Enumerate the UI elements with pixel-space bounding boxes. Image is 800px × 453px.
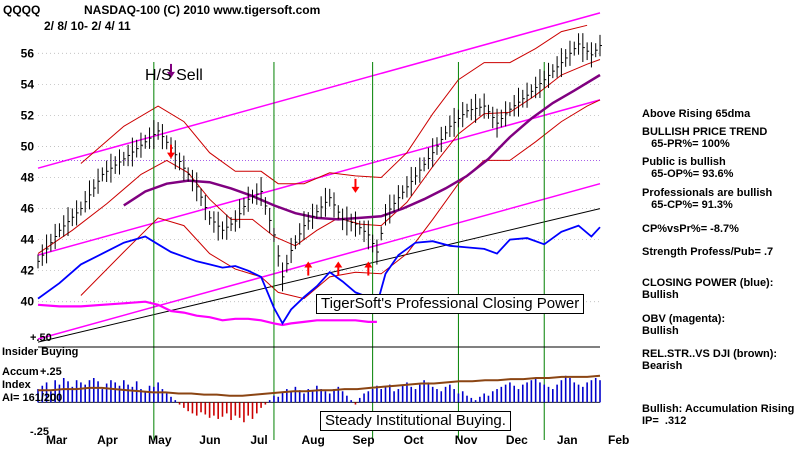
accum-label-2: Index bbox=[2, 379, 31, 391]
y-tick-label: 54 bbox=[21, 77, 35, 91]
buy-arrow-head bbox=[304, 261, 313, 268]
hs-sell-label: H/S Sell bbox=[145, 67, 203, 84]
closing-power-box: TigerSoft's Professional Closing Power bbox=[316, 294, 585, 314]
channel-lower-line bbox=[37, 182, 601, 340]
note-rel-str: REL.STR..VS DJI (brown): bbox=[642, 348, 778, 360]
lower-mid-value: +.25 bbox=[40, 366, 62, 378]
closing-power-line bbox=[37, 224, 601, 326]
note-strength: Strength Profess/Pub= .7 bbox=[642, 246, 774, 258]
note-accumulation: Bullish: Accumulation Rising bbox=[642, 403, 795, 415]
x-tick-label: Mar bbox=[46, 433, 68, 447]
note-obv-status: Bullish bbox=[642, 325, 679, 337]
note-above-65dma: Above Rising 65dma bbox=[642, 108, 751, 120]
rel-strength-line bbox=[38, 374, 601, 397]
note-65cp: 65-CP%= 91.3% bbox=[642, 199, 733, 211]
note-public: Public is bullish bbox=[642, 156, 726, 168]
lower-top-value: +.50 bbox=[30, 332, 52, 344]
note-rel-str-status: Bearish bbox=[642, 360, 683, 372]
note-closing-power: CLOSING POWER (blue): bbox=[642, 277, 774, 289]
x-tick-label: Oct bbox=[404, 433, 424, 447]
lower-band-line bbox=[80, 99, 601, 300]
note-65pr: 65-PR%= 100% bbox=[642, 138, 730, 150]
lower-bottom-value: -.25 bbox=[30, 426, 49, 438]
note-price-trend: BULLISH PRICE TREND bbox=[642, 126, 768, 138]
sell-arrow-head bbox=[351, 186, 360, 193]
channel-lower2-line bbox=[37, 208, 601, 343]
x-tick-label: Dec bbox=[506, 433, 528, 447]
note-closing-power-status: Bullish bbox=[642, 289, 679, 301]
insider-label: Insider Buying bbox=[2, 346, 79, 358]
note-65op: 65-OP%= 93.6% bbox=[642, 168, 734, 180]
x-tick-label: Apr bbox=[97, 433, 118, 447]
chart-title: NASDAQ-100 (C) 2010 www.tigersoft.com bbox=[84, 3, 321, 17]
obv-line bbox=[37, 300, 377, 327]
x-tick-label: Jan bbox=[557, 433, 578, 447]
x-tick-label: Feb bbox=[608, 433, 629, 447]
y-tick-label: 44 bbox=[21, 233, 35, 247]
x-tick-label: Sep bbox=[353, 433, 375, 447]
date-range: 2/ 8/ 10- 2/ 4/ 11 bbox=[44, 19, 131, 33]
upper-band-line bbox=[80, 24, 588, 185]
x-tick-label: Jun bbox=[199, 433, 220, 447]
x-tick-label: Aug bbox=[301, 433, 324, 447]
note-ip: IP= .312 bbox=[642, 415, 687, 427]
y-tick-label: 50 bbox=[21, 139, 35, 153]
y-tick-label: 56 bbox=[21, 46, 35, 60]
note-professionals: Professionals are bullish bbox=[642, 187, 773, 199]
note-cp-vs-pr: CP%vsPr%= -8.7% bbox=[642, 223, 739, 235]
buy-arrow-head bbox=[334, 261, 343, 268]
x-tick-label: Jul bbox=[250, 433, 267, 447]
x-tick-label: Nov bbox=[455, 433, 478, 447]
ma65-line bbox=[123, 73, 601, 221]
y-tick-label: 52 bbox=[21, 108, 35, 122]
buy-arrow-head bbox=[364, 261, 373, 268]
sell-arrow-head bbox=[166, 71, 175, 78]
institutional-box: Steady Institutional Buying. bbox=[320, 411, 511, 431]
sell-arrow-head bbox=[166, 152, 175, 159]
symbol-label: QQQQ bbox=[3, 3, 41, 17]
y-tick-label: 40 bbox=[21, 295, 35, 309]
note-obv: OBV (magenta): bbox=[642, 313, 726, 325]
y-tick-label: 42 bbox=[21, 264, 35, 278]
ai-label: AI= 161/200 bbox=[2, 392, 63, 404]
y-tick-label: 48 bbox=[21, 171, 35, 185]
channel-upper-line bbox=[37, 12, 601, 169]
y-tick-label: 46 bbox=[21, 202, 35, 216]
x-tick-label: May bbox=[148, 433, 172, 447]
accum-label-1: Accum bbox=[2, 366, 39, 378]
